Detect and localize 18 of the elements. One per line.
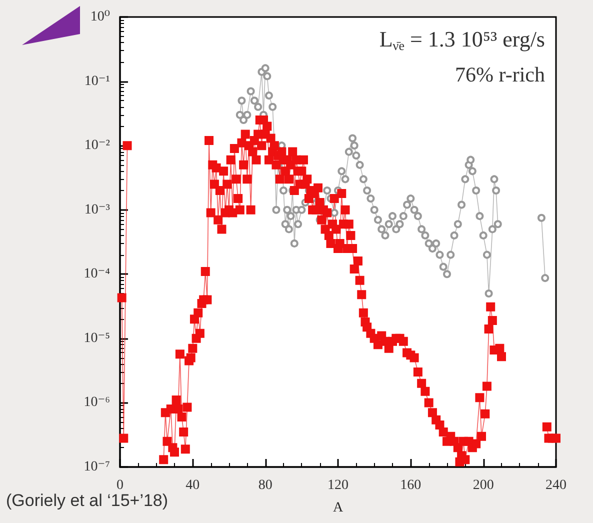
- x-tick-label: 40: [186, 478, 200, 493]
- y-tick-label: 10⁻⁵: [84, 330, 110, 346]
- y-tick-label: 10⁻⁴: [84, 266, 110, 282]
- x-tick-label: 0: [116, 478, 124, 493]
- y-tick-label: 10⁻¹: [84, 74, 110, 89]
- x-tick-label: 200: [472, 478, 494, 493]
- y-tick-label: 10⁰: [90, 10, 110, 24]
- y-tick-label: 10⁻³: [84, 202, 110, 218]
- y-tick-label: 10⁻²: [84, 138, 110, 154]
- x-tick-label: 240: [546, 478, 566, 493]
- y-tick-label: 10⁻⁶: [84, 395, 110, 410]
- text: (Goriely et al ‘15+’18): [6, 491, 168, 510]
- x-axis-title: A: [332, 500, 344, 516]
- x-tick-label: 160: [400, 478, 422, 493]
- y-tick-label: 10⁻⁷: [84, 460, 110, 474]
- x-tick-label: 120: [328, 478, 348, 493]
- annotation: 76% r-rich: [455, 62, 546, 86]
- x-tick-label: 80: [258, 478, 272, 493]
